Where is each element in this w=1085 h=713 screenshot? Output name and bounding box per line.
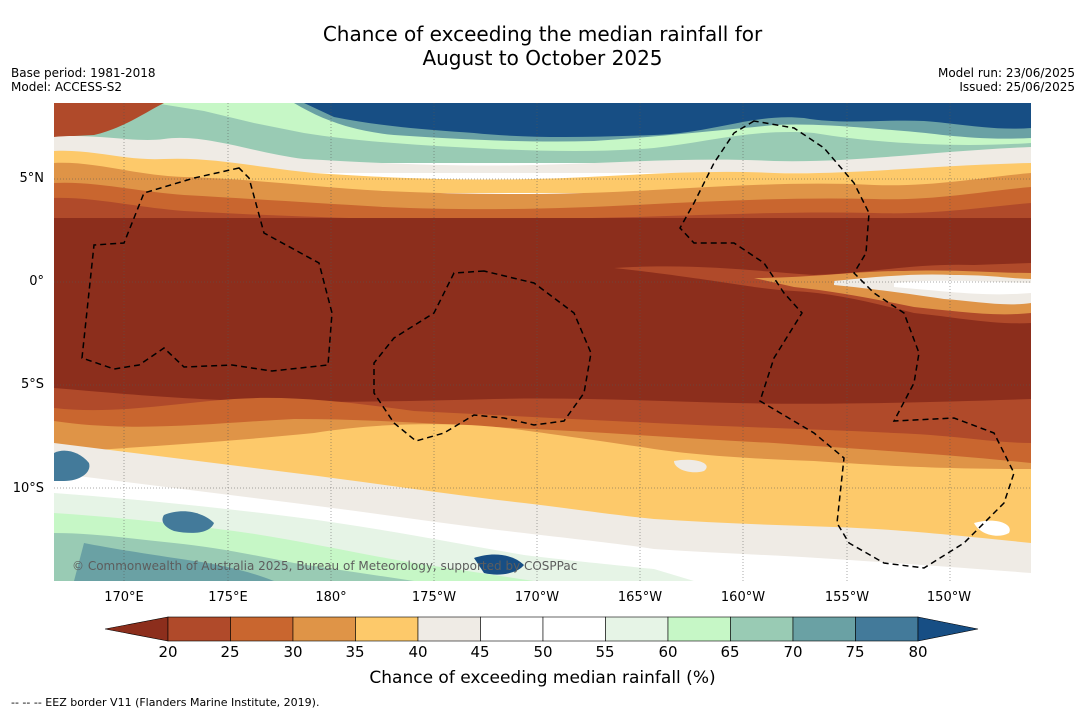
colorbar-label-80: 80 — [908, 643, 928, 661]
lat-tick-5s: 5°S — [20, 377, 44, 392]
colorbar-title: Chance of exceeding median rainfall (%) — [369, 668, 716, 688]
colorbar-label-35: 35 — [345, 643, 365, 661]
eez-borders — [81, 120, 1015, 569]
colorbar-segment-20-25 — [167, 616, 231, 642]
colorbar-segment-40-45 — [417, 616, 481, 642]
colorbar-segment-35-40 — [355, 616, 419, 642]
lon-tick-160w: 160°W — [720, 590, 766, 605]
colorbar-label-20: 20 — [158, 643, 178, 661]
colorbar-label-30: 30 — [283, 643, 303, 661]
issued-label: Issued: 25/06/2025 — [959, 80, 1075, 94]
colorbar-label-70: 70 — [783, 643, 803, 661]
rainfall-probability-map: © Commonwealth of Australia 2025, Bureau… — [54, 103, 1031, 581]
colorbar-label-55: 55 — [595, 643, 615, 661]
lon-tick-155w: 155°W — [824, 590, 870, 605]
colorbar-segment-70-75 — [792, 616, 856, 642]
model-label: Model: ACCESS-S2 — [11, 80, 123, 94]
lon-tick-170w: 170°W — [514, 590, 560, 605]
colorbar-segment-45-50 — [480, 616, 544, 642]
colorbar-label-25: 25 — [220, 643, 240, 661]
graticule — [54, 103, 1031, 581]
map-title-line2: August to October 2025 — [422, 46, 663, 70]
lat-tick-0: 0° — [29, 274, 44, 289]
lon-tick-150w: 150°W — [926, 590, 972, 605]
lon-tick-170e: 170°E — [104, 590, 144, 605]
lon-tick-175e: 175°E — [208, 590, 248, 605]
eez-footnote: -- -- -- EEZ border V11 (Flanders Marine… — [11, 696, 320, 709]
lon-tick-175w: 175°W — [411, 590, 457, 605]
colorbar-segment-65-70 — [730, 616, 794, 642]
map-title-line1: Chance of exceeding the median rainfall … — [322, 22, 763, 46]
colorbar-segment-50-55 — [542, 616, 606, 642]
colorbar-label-75: 75 — [845, 643, 865, 661]
colorbar-label-65: 65 — [720, 643, 740, 661]
lon-tick-180: 180° — [315, 590, 347, 605]
base-period-label: Base period: 1981-2018 — [11, 66, 156, 80]
colorbar — [105, 616, 979, 642]
colorbar-label-45: 45 — [470, 643, 490, 661]
map-credit: © Commonwealth of Australia 2025, Bureau… — [72, 559, 577, 573]
colorbar-label-40: 40 — [408, 643, 428, 661]
map-bands — [54, 103, 1031, 581]
colorbar-segment-25-30 — [230, 616, 294, 642]
colorbar-segment-75-80 — [855, 616, 919, 642]
colorbar-segment-60-65 — [667, 616, 731, 642]
lat-tick-10s: 10°S — [12, 481, 44, 496]
colorbar-label-60: 60 — [658, 643, 678, 661]
colorbar-label-50: 50 — [533, 643, 553, 661]
colorbar-segment-30-35 — [292, 616, 356, 642]
colorbar-high-arrow — [917, 616, 979, 642]
lon-tick-165w: 165°W — [617, 590, 663, 605]
lat-tick-5n: 5°N — [19, 171, 45, 186]
model-run-label: Model run: 23/06/2025 — [937, 66, 1075, 80]
colorbar-low-arrow — [105, 616, 169, 642]
colorbar-segment-55-60 — [605, 616, 669, 642]
